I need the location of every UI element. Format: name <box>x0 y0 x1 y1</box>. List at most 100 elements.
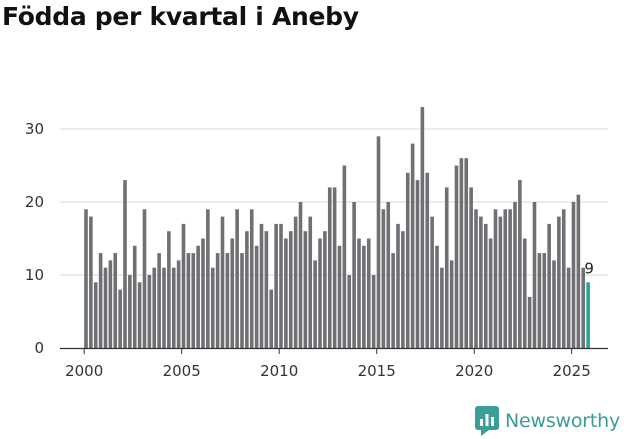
bar <box>147 275 152 348</box>
bar <box>103 267 108 348</box>
bar <box>167 231 171 348</box>
x-tick-label: 2015 <box>358 362 396 380</box>
bar <box>479 216 483 348</box>
y-tick-label: 30 <box>25 120 44 138</box>
brand-name: Newsworthy <box>505 410 621 432</box>
bar <box>376 136 381 348</box>
bar <box>123 180 127 348</box>
bar <box>142 209 147 348</box>
bar <box>415 180 420 348</box>
bar <box>464 158 469 348</box>
bar <box>152 267 157 348</box>
bar <box>264 231 269 348</box>
bar <box>425 172 430 348</box>
bar <box>157 253 161 348</box>
bar <box>357 238 361 348</box>
bar <box>440 267 444 348</box>
x-tick-label: 2010 <box>260 362 298 380</box>
bar <box>98 253 103 348</box>
bar <box>391 253 395 348</box>
bar <box>576 194 581 348</box>
bar <box>488 238 493 348</box>
bar <box>352 202 356 348</box>
bar <box>449 260 454 348</box>
bar <box>396 223 400 348</box>
bar <box>454 165 459 348</box>
bar <box>327 187 332 348</box>
bar <box>503 209 508 348</box>
bar <box>508 209 512 348</box>
bar <box>405 172 410 348</box>
bar <box>552 260 556 348</box>
bar <box>132 245 137 348</box>
bar <box>401 231 405 348</box>
y-tick-label: 20 <box>25 193 44 211</box>
bar <box>371 275 376 348</box>
bar <box>162 267 166 348</box>
bar <box>362 245 366 348</box>
bar <box>279 223 283 348</box>
bar <box>513 202 517 348</box>
bar <box>230 238 235 348</box>
bar <box>240 253 244 348</box>
bar <box>249 209 254 348</box>
bar <box>196 245 200 348</box>
bar <box>566 267 571 348</box>
bar <box>191 253 196 348</box>
bar <box>137 282 142 348</box>
bar <box>527 296 532 348</box>
bar <box>201 238 205 348</box>
bar <box>522 238 527 348</box>
bar <box>483 223 488 348</box>
bar <box>420 107 425 348</box>
bar <box>493 209 498 348</box>
bar <box>298 202 303 348</box>
bar <box>274 223 278 348</box>
bar <box>128 275 132 348</box>
bar <box>215 253 220 348</box>
y-tick-label: 0 <box>34 339 44 357</box>
bar <box>342 165 347 348</box>
bar <box>581 267 586 348</box>
bar <box>181 223 186 348</box>
bar <box>254 245 259 348</box>
bars <box>84 107 590 348</box>
bar <box>318 238 322 348</box>
bar <box>303 231 308 348</box>
bar <box>332 187 337 348</box>
bar <box>293 216 298 348</box>
bar <box>547 223 551 348</box>
bar <box>518 180 522 348</box>
bar <box>89 216 93 348</box>
bar <box>113 253 118 348</box>
bar <box>108 260 113 348</box>
y-tick-label: 10 <box>25 266 44 284</box>
bar <box>225 253 230 348</box>
bar <box>469 187 473 348</box>
bar <box>323 231 327 348</box>
bar <box>245 231 249 348</box>
bar <box>381 209 386 348</box>
bar <box>347 275 352 348</box>
x-tick-label: 2005 <box>163 362 201 380</box>
bar <box>118 289 122 348</box>
bar <box>430 216 434 348</box>
bar <box>176 260 181 348</box>
bar <box>561 209 566 348</box>
bar <box>84 209 88 348</box>
bar <box>284 238 288 348</box>
bar <box>498 216 503 348</box>
bar <box>366 238 371 348</box>
bar <box>474 209 478 348</box>
highlight-data-label: 9 <box>584 259 594 277</box>
x-axis <box>60 347 608 354</box>
bar <box>571 202 576 348</box>
bar <box>171 267 176 348</box>
newsworthy-icon <box>475 406 499 436</box>
highlight-bar <box>586 282 590 348</box>
bar <box>337 245 342 348</box>
bar <box>532 202 537 348</box>
x-tick-label: 2020 <box>455 362 493 380</box>
bar <box>259 223 264 348</box>
